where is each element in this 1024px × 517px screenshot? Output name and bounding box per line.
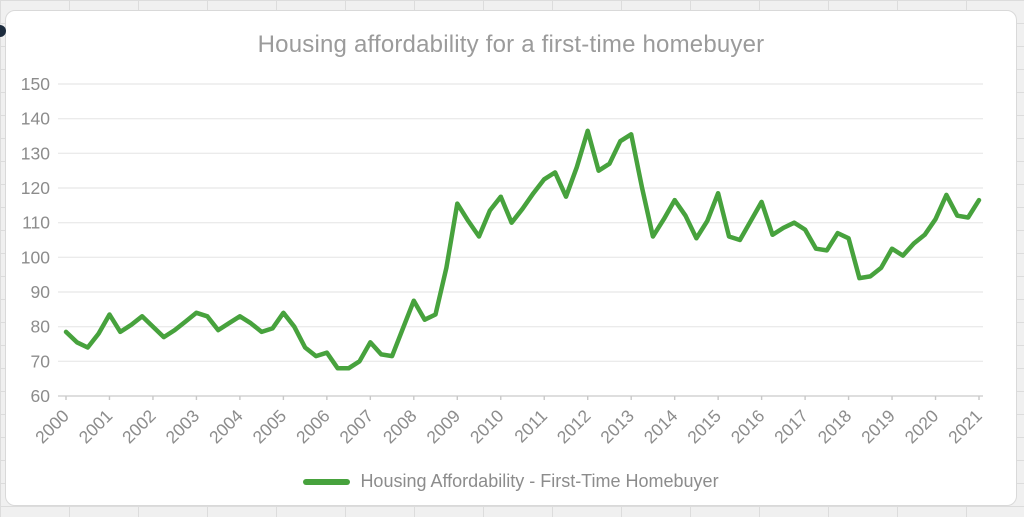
x-tick-label: 2007 [335,406,377,448]
x-tick-label: 2013 [596,406,638,448]
y-tick-label: 60 [31,386,51,406]
affordability-line [63,128,982,371]
y-tick-label: 70 [31,351,51,371]
x-tick-label: 2020 [901,406,943,448]
x-tick-label: 2009 [422,406,464,448]
x-tick-label: 2005 [249,406,291,448]
y-tick-label: 140 [21,109,50,129]
x-tick-label: 2002 [118,406,160,448]
x-tick-label: 2004 [205,406,247,448]
x-tick-label: 2014 [640,406,682,448]
y-tick-label: 150 [21,74,50,94]
x-tick-label: 2016 [727,406,769,448]
selection-handle-dot [0,25,6,37]
x-tick-label: 2011 [510,406,551,447]
x-tick-label: 2008 [379,406,421,448]
x-tick-label: 2018 [814,406,856,448]
x-tick-label: 2001 [75,406,117,448]
y-tick-label: 90 [31,282,51,302]
y-tick-label: 100 [21,247,50,267]
x-tick-label: 2003 [162,406,204,448]
x-tick-label: 2010 [466,406,508,448]
x-tick-label: 2015 [683,406,725,448]
y-tick-label: 130 [21,143,50,163]
x-tick-label: 2000 [31,406,73,448]
x-tick-label: 2006 [292,406,334,448]
chart-card[interactable]: Housing affordability for a first-time h… [5,10,1017,506]
legend[interactable]: Housing Affordability - First-Time Homeb… [6,471,1016,492]
x-tick-label: 2019 [857,406,899,448]
legend-series-label: Housing Affordability - First-Time Homeb… [360,471,719,491]
legend-line-swatch [303,478,351,485]
y-tick-label: 120 [21,178,50,198]
y-tick-label: 80 [31,317,51,337]
x-tick-label: 2012 [553,406,595,448]
x-tick-label: 2017 [770,406,812,448]
y-tick-label: 110 [22,213,50,233]
chart-title: Housing affordability for a first-time h… [257,31,765,58]
x-tick-label: 2021 [944,406,986,448]
